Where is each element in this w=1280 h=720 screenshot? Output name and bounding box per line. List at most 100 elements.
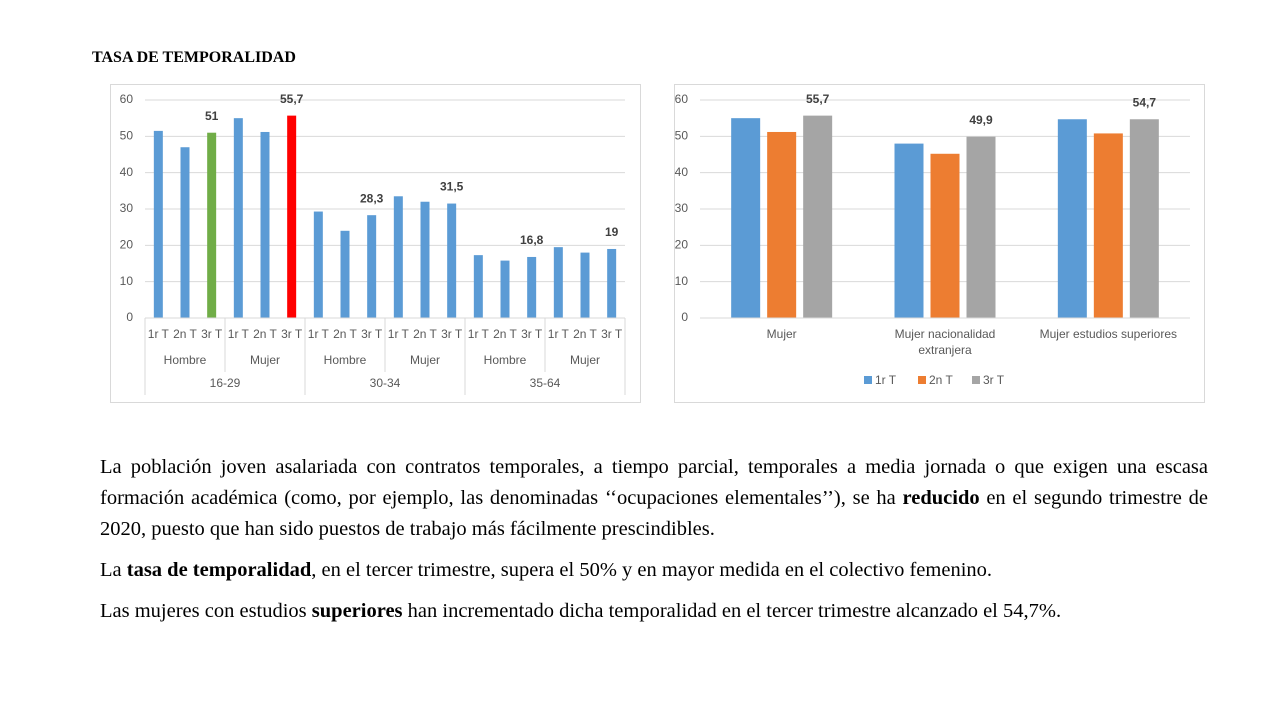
bar [500,260,510,318]
y-tick-label: 60 [675,92,689,106]
text-run: en el segundo trimestre de 2020, puesto … [100,487,1208,540]
x-tick-label: 3r T [281,327,303,341]
bar [930,153,960,318]
x-tick-label: 1r T [388,327,410,341]
legend-label: 1r T [875,373,897,387]
bold-run: superiores [311,600,403,622]
y-tick-label: 50 [675,129,689,143]
body-text: La población joven asalariada con contra… [100,452,1208,637]
bar [607,248,617,318]
text-run: , en el tercer trimestre, supera el 50% … [311,559,993,581]
data-label: 31,5 [440,180,464,194]
y-tick-label: 30 [120,201,134,215]
data-label: 28,3 [360,191,384,205]
legend-label: 2n T [929,373,953,387]
data-label: 51 [205,109,219,123]
bar [313,211,323,318]
bar [367,215,377,318]
legend-label: 3r T [983,373,1005,387]
data-label: 54,7 [1133,95,1157,109]
x-tick-label: 3r T [601,327,623,341]
paragraph: La población joven asalariada con contra… [100,452,1208,545]
x-tick-label: 3r T [441,327,463,341]
group-label: Mujer [570,353,600,367]
y-tick-label: 60 [120,92,134,106]
data-label: 19 [605,225,619,239]
supergroup-label: 30-34 [370,376,401,390]
bar [966,136,996,318]
y-tick-label: 0 [126,310,133,324]
y-tick-label: 40 [120,165,134,179]
group-label: Mujer [250,353,280,367]
text-run: La [100,559,127,581]
bar [527,256,537,318]
bar [447,203,457,318]
group-label: Hombre [324,353,367,367]
x-tick-label: 2n T [333,327,357,341]
x-tick-label: 1r T [148,327,170,341]
y-tick-label: 20 [120,238,134,252]
legend-swatch [972,376,980,384]
paragraph: La tasa de temporalidad, en el tercer tr… [100,555,1208,586]
x-tick-label: 3r T [201,327,223,341]
bar [180,147,190,318]
x-tick-label: 2n T [573,327,597,341]
y-tick-label: 20 [675,238,689,252]
bar [1093,133,1123,318]
bar [340,230,350,318]
bold-run: tasa de temporalidad [126,559,312,581]
bar [580,252,590,318]
group-label: Hombre [164,353,207,367]
paragraph: Las mujeres con estudios superiores han … [100,596,1208,627]
x-tick-label: 1r T [308,327,330,341]
x-tick-label: 3r T [361,327,383,341]
data-label: 16,8 [520,233,544,247]
y-tick-label: 50 [120,129,134,143]
text-run: han incrementado dicha temporalidad en e… [402,600,1062,622]
supergroup-label: 35-64 [530,376,561,390]
bar [894,143,924,318]
x-tick-label: 3r T [521,327,543,341]
legend-swatch [864,376,872,384]
text-run: La población joven asalariada con contra… [100,456,1208,509]
bar [767,131,797,318]
bar [1129,119,1159,318]
bar [393,196,403,318]
y-tick-label: 10 [675,274,689,288]
slide-title: TASA DE TEMPORALIDAD [92,49,296,66]
data-label: 49,9 [969,113,993,127]
bold-run: reducido [902,487,980,509]
bar [153,130,163,318]
bar [803,115,833,318]
x-tick-label: 2n T [173,327,197,341]
data-label: 55,7 [280,92,304,106]
bar [287,115,297,318]
y-tick-label: 0 [681,310,688,324]
bar [553,247,563,318]
group-label: Hombre [484,353,527,367]
bar [207,132,217,318]
y-tick-label: 10 [120,274,134,288]
bar [1057,119,1087,318]
x-tick-label: 1r T [548,327,570,341]
supergroup-label: 16-29 [210,376,241,390]
bar [473,255,483,318]
x-tick-label: 2n T [413,327,437,341]
x-tick-label: 2n T [493,327,517,341]
x-tick-label: Mujer nacionalidad extranjera [895,327,996,357]
x-tick-label: Mujer estudios superiores [1040,327,1177,341]
x-tick-label: 1r T [228,327,250,341]
legend-swatch [918,376,926,384]
data-label: 55,7 [806,92,830,106]
bar [233,118,243,319]
y-tick-label: 30 [675,201,689,215]
bar [731,118,761,319]
x-tick-label: 1r T [468,327,490,341]
text-run: Las mujeres con estudios [100,600,312,622]
x-tick-label: Mujer [767,327,797,341]
bar [260,131,270,318]
bar [420,201,430,318]
group-label: Mujer [410,353,440,367]
